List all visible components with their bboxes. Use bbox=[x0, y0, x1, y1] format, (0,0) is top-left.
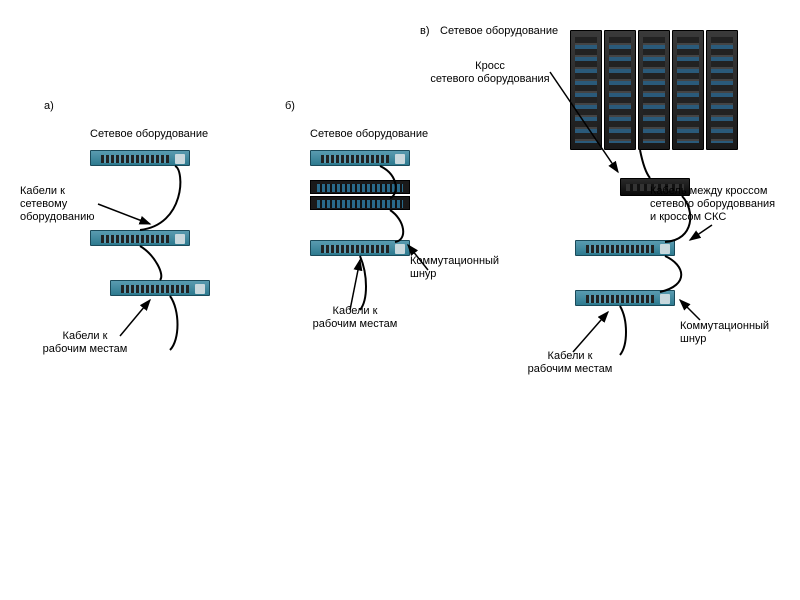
switch-c1 bbox=[575, 240, 675, 256]
switch-a1 bbox=[90, 150, 190, 166]
label-a-uplink: Кабели ксетевомуоборудованию bbox=[20, 185, 100, 225]
section-b-marker: б) bbox=[285, 100, 295, 113]
section-c-title: Сетевое оборудование bbox=[440, 25, 580, 38]
switch-c2 bbox=[575, 290, 675, 306]
label-c-workplace: Кабели крабочим местам bbox=[520, 350, 620, 376]
switch-a3 bbox=[110, 280, 210, 296]
section-a-marker: а) bbox=[44, 100, 54, 113]
section-c-marker: в) bbox=[420, 25, 430, 38]
label-c-cross: Кросссетевого оборудования bbox=[420, 60, 560, 86]
server-rack-2 bbox=[604, 30, 636, 150]
switch-b1 bbox=[310, 150, 410, 166]
label-a-workplace: Кабели крабочим местам bbox=[40, 330, 130, 356]
section-b-title: Сетевое оборудование bbox=[310, 128, 450, 141]
label-b-patchcord: Коммутационныйшнур bbox=[410, 255, 520, 281]
label-c-cross-cable: Кабель между кроссомсетевого оборудовван… bbox=[650, 185, 790, 225]
patch-panel-b2 bbox=[310, 196, 410, 210]
patch-panel-b1 bbox=[310, 180, 410, 194]
switch-a2 bbox=[90, 230, 190, 246]
server-rack-5 bbox=[706, 30, 738, 150]
label-c-patchcord: Коммутационныйшнур bbox=[680, 320, 790, 346]
server-rack-1 bbox=[570, 30, 602, 150]
section-a-title: Сетевое оборудование bbox=[90, 128, 230, 141]
server-rack-4 bbox=[672, 30, 704, 150]
switch-b2 bbox=[310, 240, 410, 256]
label-b-workplace: Кабели крабочим местам bbox=[305, 305, 405, 331]
server-rack-3 bbox=[638, 30, 670, 150]
